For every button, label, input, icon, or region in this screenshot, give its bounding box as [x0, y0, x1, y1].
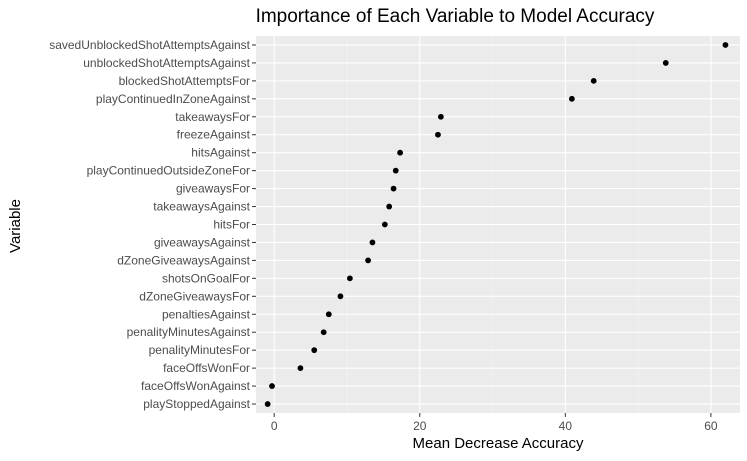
data-point: [437, 113, 444, 120]
y-tick-label: freezeAgainst: [177, 128, 251, 142]
y-tick-label: blockedShotAttemptsFor: [119, 74, 250, 88]
y-tick-label: giveawaysAgainst: [154, 235, 251, 249]
y-axis-title: Variable: [7, 199, 24, 253]
x-tick-label: 40: [559, 419, 573, 433]
data-point: [590, 77, 597, 84]
y-tick-label: penalityMinutesFor: [149, 343, 250, 357]
gridlines: [256, 36, 740, 413]
y-tick-label: takeawaysFor: [175, 110, 250, 124]
x-axis: 0 20 40 60: [271, 413, 718, 433]
data-point: [381, 221, 388, 228]
y-tick-label: playContinuedInZoneAgainst: [96, 92, 251, 106]
y-tick-label: faceOffsWonFor: [163, 361, 250, 375]
y-tick-label: playStoppedAgainst: [143, 397, 250, 411]
y-tick-label: playContinuedOutsideZoneFor: [87, 164, 250, 178]
data-point: [269, 383, 275, 389]
data-point: [435, 131, 441, 138]
y-axis: savedUnblockedShotAttemptsAgainst unblock…: [49, 38, 256, 411]
data-point: [365, 257, 371, 264]
y-tick-label: shotsOnGoalFor: [162, 271, 250, 285]
y-tick-label: hitsFor: [213, 218, 250, 232]
data-point: [320, 329, 327, 336]
data-point: [390, 185, 397, 192]
chart-title: Importance of Each Variable to Model Acc…: [256, 6, 655, 27]
x-tick-label: 0: [271, 419, 278, 433]
x-tick-label: 60: [704, 419, 718, 433]
data-point: [337, 293, 344, 300]
data-point: [722, 42, 729, 48]
data-point: [386, 203, 393, 210]
data-point: [325, 311, 332, 318]
data-point: [264, 401, 271, 407]
data-point: [397, 149, 404, 156]
data-points: [264, 42, 729, 407]
y-tick-label: penaltiesAgainst: [162, 307, 251, 321]
y-tick-label: dZoneGiveawaysFor: [139, 289, 250, 303]
data-point: [568, 95, 575, 102]
data-point: [369, 239, 376, 246]
data-point: [297, 365, 304, 372]
y-tick-label: penalityMinutesAgainst: [127, 325, 251, 339]
data-point: [662, 60, 669, 66]
y-tick-label: dZoneGiveawaysAgainst: [117, 253, 250, 267]
y-tick-label: giveawaysFor: [176, 182, 250, 196]
y-tick-label: takeawaysAgainst: [153, 200, 250, 214]
y-tick-label: savedUnblockedShotAttemptsAgainst: [49, 38, 250, 52]
x-axis-title: Mean Decrease Accuracy: [413, 435, 584, 452]
y-tick-label: unblockedShotAttemptsAgainst: [83, 56, 250, 70]
data-point: [311, 347, 318, 354]
data-point: [392, 167, 399, 174]
x-tick-label: 20: [413, 419, 427, 433]
y-tick-label: faceOffsWonAgainst: [141, 379, 251, 393]
data-point: [346, 275, 353, 282]
y-tick-label: hitsAgainst: [191, 146, 250, 160]
